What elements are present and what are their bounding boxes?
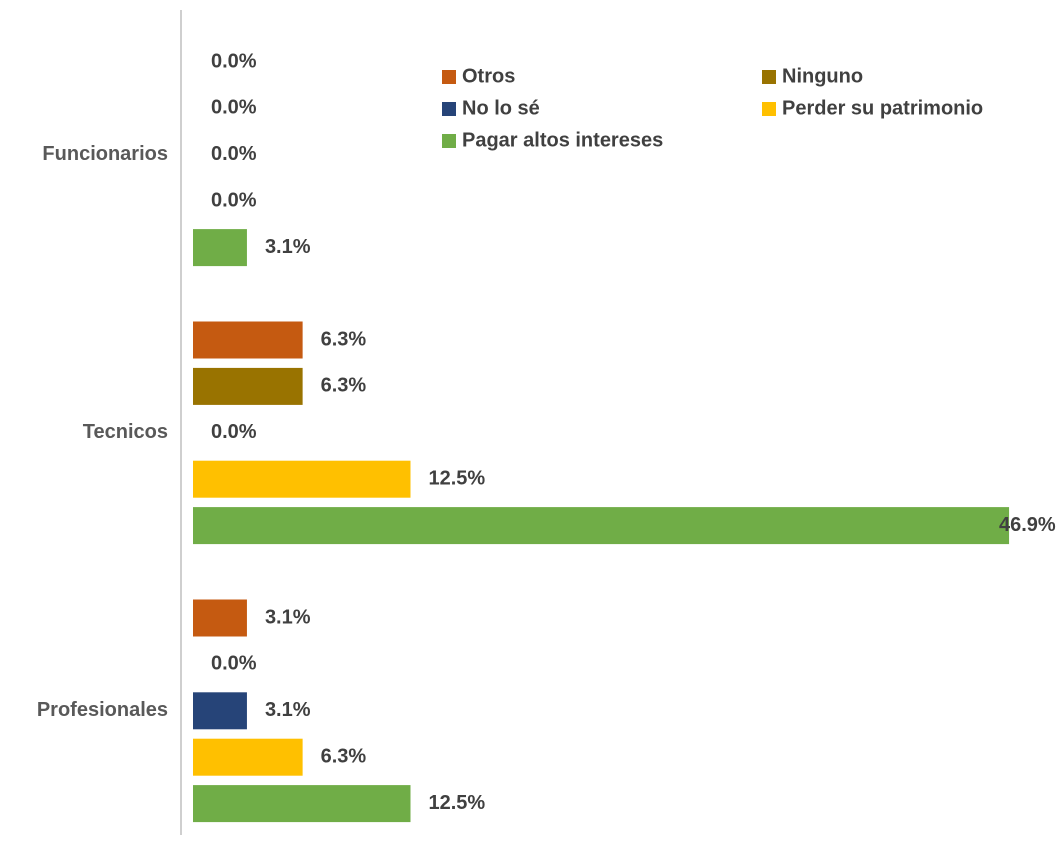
bar (193, 367, 303, 405)
legend-swatch (442, 134, 456, 148)
data-label: 6.3% (321, 328, 367, 350)
category-label: Profesionales (37, 699, 168, 721)
data-label: 0.0% (211, 143, 257, 165)
bar (193, 785, 411, 823)
data-label: 12.5% (429, 792, 486, 814)
bar (193, 599, 247, 637)
category-label: Funcionarios (42, 143, 168, 165)
data-label: 6.3% (321, 375, 367, 397)
legend-swatch (762, 70, 776, 84)
bar (193, 507, 1010, 545)
legend-label: Ninguno (782, 65, 863, 87)
data-label: 0.0% (211, 653, 257, 675)
bar (193, 229, 247, 267)
data-label: 0.0% (211, 50, 257, 72)
legend-label: Otros (462, 65, 515, 87)
data-label: 0.0% (211, 421, 257, 443)
category-label: Tecnicos (83, 421, 168, 443)
data-label: 3.1% (265, 606, 311, 628)
legend-label: Perder su patrimonio (782, 97, 983, 119)
data-label: 46.9% (999, 514, 1056, 536)
legend-swatch (442, 70, 456, 84)
data-label: 3.1% (265, 699, 311, 721)
legend-swatch (442, 102, 456, 116)
data-label: 12.5% (429, 467, 486, 489)
data-label: 3.1% (265, 236, 311, 258)
bar (193, 460, 411, 498)
legend-label: Pagar altos intereses (462, 129, 663, 151)
bar (193, 692, 247, 730)
data-label: 6.3% (321, 745, 367, 767)
bar (193, 738, 303, 776)
data-label: 0.0% (211, 189, 257, 211)
data-label: 0.0% (211, 97, 257, 119)
legend-label: No lo sé (462, 97, 540, 119)
bar (193, 321, 303, 359)
legend-swatch (762, 102, 776, 116)
